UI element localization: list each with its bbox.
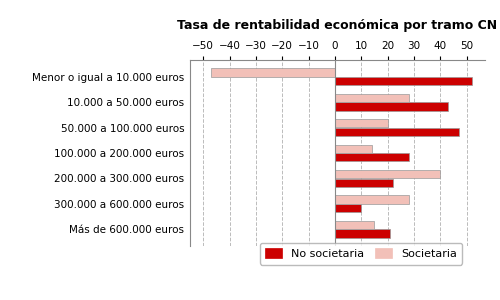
Bar	[335, 77, 472, 85]
Legend: No societaria, Societaria: No societaria, Societaria	[260, 243, 462, 265]
Bar	[335, 94, 408, 102]
Bar	[211, 68, 335, 76]
Title: Tasa de rentabilidad económica por tramo CN: Tasa de rentabilidad económica por tramo…	[178, 20, 498, 32]
Bar	[335, 195, 408, 203]
Bar	[335, 128, 458, 136]
Bar	[335, 204, 361, 212]
Bar	[335, 145, 372, 153]
Bar	[335, 119, 388, 128]
Bar	[335, 153, 408, 161]
Bar	[335, 170, 440, 178]
Bar	[335, 103, 448, 111]
Bar	[335, 230, 390, 238]
Bar	[335, 178, 393, 187]
Bar	[335, 221, 374, 229]
